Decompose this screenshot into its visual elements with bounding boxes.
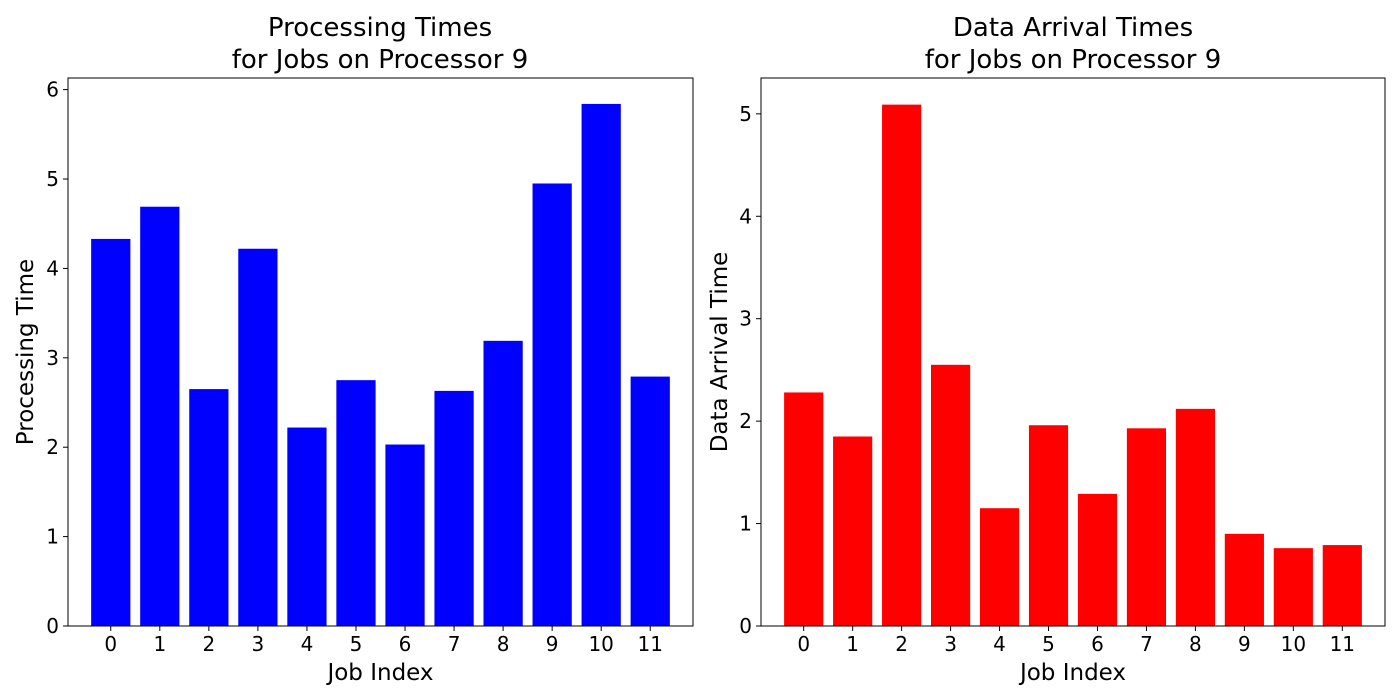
processing-bar-0	[91, 238, 131, 626]
processing-bar-11	[630, 376, 670, 626]
processing-bar-9	[532, 183, 572, 626]
processing-x-tick-label: 9	[546, 632, 559, 656]
processing-x-tick-label: 2	[202, 632, 215, 656]
arrival-y-tick-label: 1	[739, 512, 752, 536]
arrival-bar-5	[1028, 425, 1069, 626]
arrival-bar-9	[1224, 533, 1264, 626]
arrival-bar-1	[833, 436, 873, 626]
arrival-x-tick-label: 8	[1189, 632, 1202, 656]
arrival-bar-3	[931, 364, 971, 626]
arrival-bar-6	[1077, 493, 1118, 626]
arrival-y-tick-label: 2	[739, 409, 752, 433]
processing-y-tick-label: 0	[46, 614, 59, 638]
processing-x-tick-label: 0	[104, 632, 117, 656]
processing-x-tick-label: 7	[448, 632, 461, 656]
processing-y-tick-label: 1	[46, 525, 59, 549]
processing-chart-title: Processing Times for Jobs on Processor 9	[232, 13, 529, 75]
processing-y-axis-label: Processing Time	[13, 259, 39, 445]
arrival-x-tick-label: 9	[1238, 632, 1251, 656]
processing-bar-3	[238, 248, 278, 627]
arrival-y-axis-label: Data Arrival Time	[707, 252, 733, 453]
arrival-x-tick-label: 0	[797, 632, 810, 656]
processing-bar-7	[434, 390, 474, 626]
processing-bar-2	[189, 389, 229, 626]
processing-bar-8	[483, 340, 523, 626]
processing-times-chart: 0 1 2 3 4 5 6 7 8 9 10 11 0 1 2 3 4 5 6 Processing Times for…	[13, 13, 694, 686]
arrival-bar-10	[1273, 548, 1313, 626]
processing-y-tick-label: 5	[46, 167, 59, 191]
arrival-x-tick-label: 11	[1330, 632, 1355, 656]
processing-x-tick-label: 5	[350, 632, 363, 656]
arrival-x-tick-label: 2	[895, 632, 908, 656]
arrival-bar-8	[1175, 408, 1215, 626]
processing-x-tick-label: 6	[399, 632, 412, 656]
data-arrival-times-chart: 0 1 2 3 4 5 6 7 8 9 10 11 0 1 2 3 4 5 Data Arrival Times fo…	[707, 13, 1386, 686]
arrival-bar-4	[979, 508, 1020, 626]
processing-bar-6	[385, 444, 425, 626]
arrival-x-tick-label: 6	[1091, 632, 1104, 656]
arrival-chart-title: Data Arrival Times for Jobs on Processor …	[925, 13, 1222, 75]
processing-bar-4	[287, 427, 327, 626]
arrival-y-tick-label: 3	[739, 307, 752, 331]
arrival-bar-0	[784, 392, 824, 626]
processing-x-tick-label: 1	[153, 632, 166, 656]
processing-y-tick-label: 2	[46, 435, 59, 459]
processing-x-tick-label: 4	[301, 632, 314, 656]
arrival-bar-2	[882, 104, 922, 626]
arrival-x-tick-label: 3	[944, 632, 957, 656]
processing-y-tick-label: 4	[46, 256, 59, 280]
processing-x-tick-label: 3	[252, 632, 265, 656]
arrival-y-tick-label: 0	[739, 614, 752, 638]
arrival-bar-11	[1322, 545, 1362, 626]
arrival-y-tick-label: 4	[739, 204, 752, 228]
arrival-y-tick-label: 5	[739, 102, 752, 126]
arrival-x-tick-label: 10	[1281, 632, 1306, 656]
processing-x-axis-label: Job Index	[325, 660, 433, 686]
processing-plot-frame	[67, 77, 694, 627]
arrival-plot-frame	[760, 77, 1386, 627]
arrival-x-tick-label: 5	[1042, 632, 1055, 656]
arrival-x-tick-label: 4	[993, 632, 1006, 656]
processing-x-tick-label: 10	[588, 632, 613, 656]
arrival-x-axis-label: Job Index	[1018, 660, 1126, 686]
processing-bar-1	[140, 206, 180, 626]
processing-x-tick-label: 8	[497, 632, 510, 656]
arrival-bar-7	[1126, 428, 1167, 626]
arrival-x-tick-label: 7	[1140, 632, 1153, 656]
processing-x-tick-label: 11	[638, 632, 663, 656]
processing-bar-10	[581, 103, 621, 627]
processing-bar-5	[336, 380, 376, 626]
arrival-x-tick-label: 1	[846, 632, 859, 656]
processing-y-tick-label: 6	[46, 78, 59, 102]
processing-y-tick-label: 3	[46, 346, 59, 370]
